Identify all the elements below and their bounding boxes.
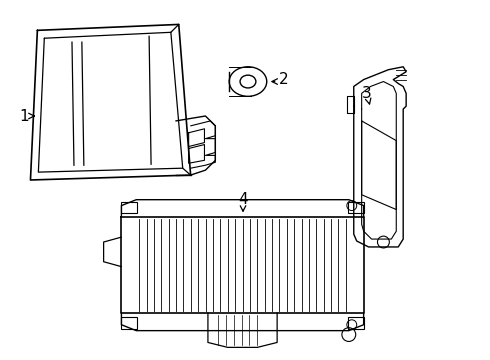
Text: 2: 2 <box>279 72 289 87</box>
Bar <box>348 202 364 213</box>
Bar <box>122 317 137 329</box>
Text: 1: 1 <box>20 108 29 123</box>
Bar <box>122 202 137 213</box>
Bar <box>348 317 364 329</box>
Text: 3: 3 <box>362 86 371 101</box>
Text: 4: 4 <box>238 192 248 207</box>
